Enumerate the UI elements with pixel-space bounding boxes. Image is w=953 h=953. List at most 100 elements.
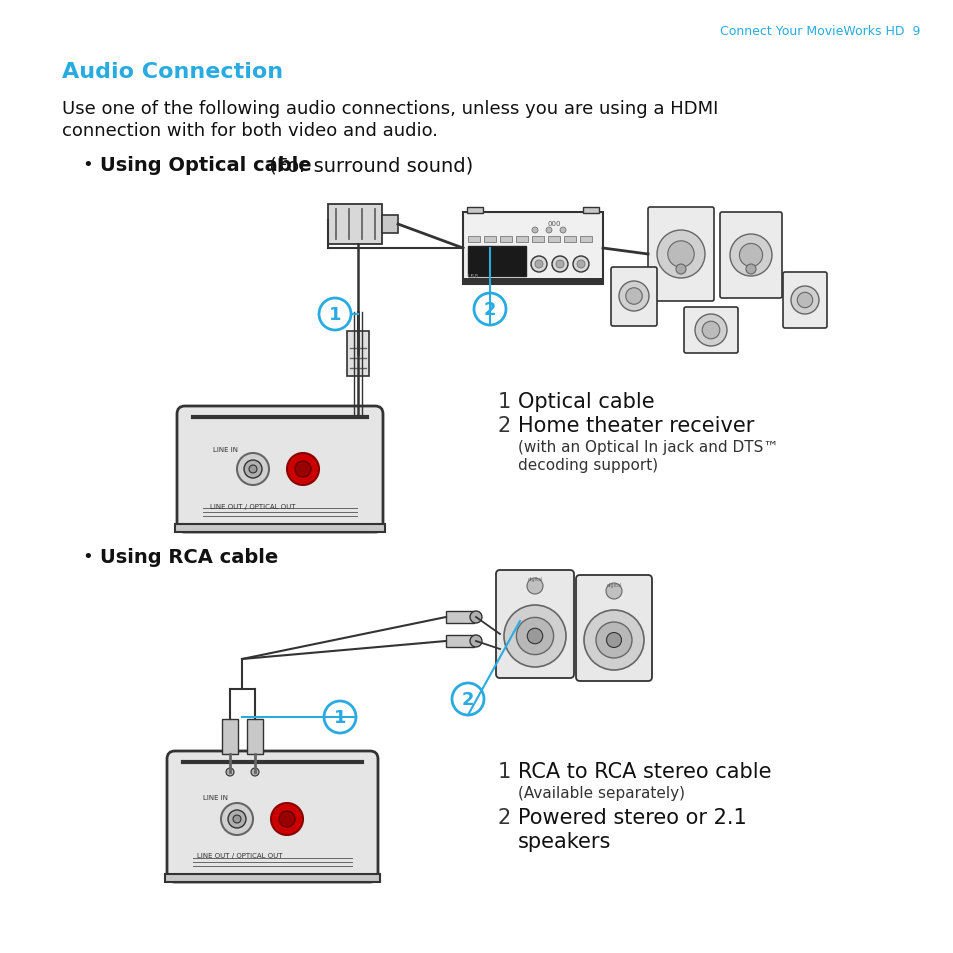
Text: decoding support): decoding support) [517,457,658,473]
Bar [483,236,496,243]
Text: •: • [82,156,92,173]
Circle shape [535,261,542,269]
Text: RCA to RCA stereo cable: RCA to RCA stereo cable [517,761,771,781]
FancyBboxPatch shape [647,208,713,302]
Bar [462,213,602,285]
Circle shape [583,610,643,670]
Circle shape [625,289,641,305]
Text: Use one of the following audio connections, unless you are using a HDMI: Use one of the following audio connectio… [62,100,718,118]
Circle shape [526,578,542,595]
Bar [174,524,385,533]
Circle shape [228,810,246,828]
Bar [446,612,474,623]
Bar [247,720,263,754]
Bar [467,208,482,213]
Circle shape [251,768,258,776]
Circle shape [605,583,621,599]
Text: Home theater receiver: Home theater receiver [517,416,754,436]
Circle shape [545,228,552,233]
Circle shape [745,265,755,274]
Text: Using Optical cable: Using Optical cable [100,156,312,174]
Bar [222,720,237,754]
Circle shape [667,241,694,268]
Circle shape [287,454,318,485]
Text: 2: 2 [483,301,496,318]
Circle shape [729,234,771,276]
Text: 1: 1 [334,708,346,726]
FancyBboxPatch shape [576,576,651,681]
Text: Optical cable: Optical cable [517,392,654,412]
Circle shape [236,454,269,485]
Text: •: • [82,547,92,565]
Circle shape [606,633,620,648]
Circle shape [527,629,542,644]
Circle shape [294,461,311,477]
Text: 1: 1 [329,306,341,324]
Text: Connect Your MovieWorks HD  9: Connect Your MovieWorks HD 9 [719,25,919,38]
Text: speakers: speakers [517,831,611,851]
Bar [582,208,598,213]
FancyBboxPatch shape [610,268,657,327]
Text: 000: 000 [547,221,561,227]
Circle shape [516,618,553,655]
Bar [468,247,525,276]
Text: Audio Connection: Audio Connection [62,62,283,82]
FancyBboxPatch shape [177,407,382,533]
Circle shape [552,256,567,273]
Circle shape [695,314,726,347]
Bar [499,236,512,243]
Circle shape [676,265,685,274]
Bar [579,236,592,243]
FancyBboxPatch shape [496,571,574,679]
Circle shape [739,244,761,267]
Circle shape [532,228,537,233]
Bar [516,236,527,243]
Bar [462,278,602,285]
Text: digital: digital [527,577,542,582]
Circle shape [233,815,241,823]
Bar [328,205,381,245]
Bar [563,236,576,243]
Circle shape [790,287,818,314]
Circle shape [470,612,481,623]
Text: LINE OUT / OPTICAL OUT: LINE OUT / OPTICAL OUT [196,852,282,858]
Text: digital: digital [606,582,621,587]
Text: LINE IN: LINE IN [213,447,237,453]
Circle shape [249,465,256,474]
Circle shape [226,768,233,776]
Bar [347,332,369,376]
FancyBboxPatch shape [683,308,738,354]
Circle shape [701,322,720,339]
Circle shape [470,636,481,647]
Text: 1: 1 [497,392,511,412]
Text: LINE OUT / OPTICAL OUT: LINE OUT / OPTICAL OUT [210,503,295,510]
Text: (with an Optical In jack and DTS™: (with an Optical In jack and DTS™ [517,439,778,455]
Text: LINE IN: LINE IN [203,794,228,801]
Circle shape [559,228,565,233]
Circle shape [556,261,563,269]
Bar [547,236,559,243]
Circle shape [577,261,584,269]
Circle shape [573,256,588,273]
Text: USB: USB [468,274,478,278]
Bar [165,874,379,882]
Bar [446,636,474,647]
Circle shape [657,231,704,278]
Circle shape [271,803,303,835]
Circle shape [797,293,812,309]
Bar [468,236,479,243]
FancyBboxPatch shape [782,273,826,329]
Circle shape [618,282,648,312]
Circle shape [221,803,253,835]
Text: 2: 2 [461,690,474,708]
Circle shape [531,256,546,273]
Text: Powered stereo or 2.1: Powered stereo or 2.1 [517,807,746,827]
Bar [532,236,543,243]
Circle shape [503,605,565,667]
Text: 2: 2 [497,807,511,827]
FancyBboxPatch shape [720,213,781,298]
Text: 1: 1 [497,761,511,781]
Text: Using RCA cable: Using RCA cable [100,547,278,566]
Circle shape [244,460,262,478]
Text: (For surround sound): (For surround sound) [263,156,473,174]
